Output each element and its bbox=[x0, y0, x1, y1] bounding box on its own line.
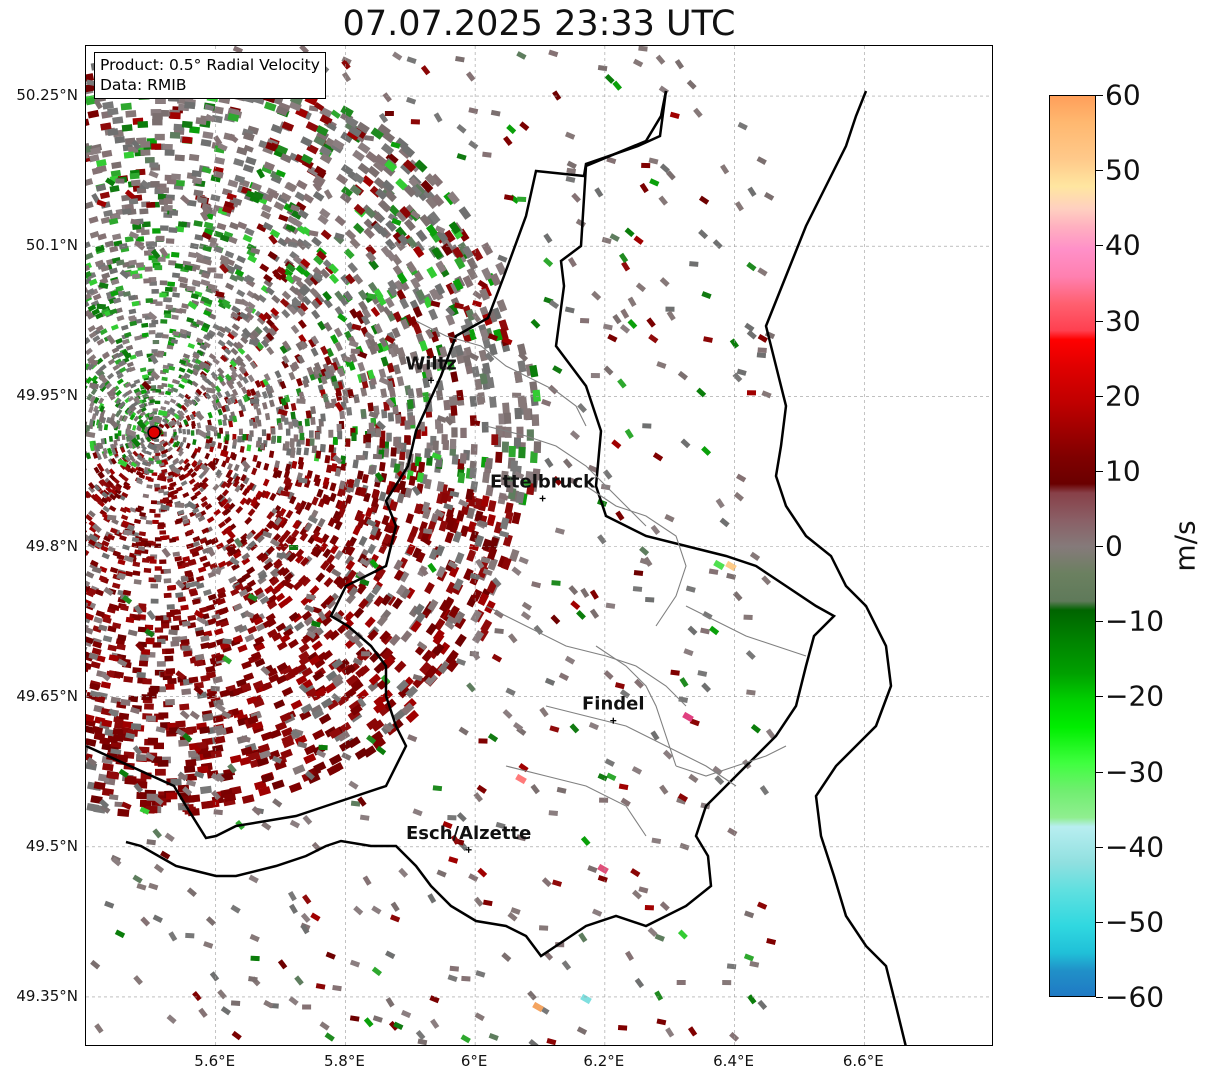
lat-tick-label: 49.65°N bbox=[16, 686, 78, 705]
product-label: Product: 0.5° Radial Velocity bbox=[100, 56, 320, 74]
colorbar-tick-label: 20 bbox=[1105, 379, 1141, 413]
colorbar-tick-label: 50 bbox=[1105, 153, 1141, 187]
colorbar-tick-label: −50 bbox=[1105, 905, 1165, 939]
city-label: Wiltz bbox=[405, 353, 456, 374]
colorbar-tick bbox=[1096, 696, 1103, 698]
colorbar-tick-label: 60 bbox=[1105, 78, 1141, 112]
radar-map[interactable]: Wiltz Ettelbruck Findel Esch/Alzette bbox=[85, 45, 993, 1046]
city-esch-alzette: Esch/Alzette bbox=[406, 823, 531, 853]
colorbar-tick bbox=[1096, 771, 1103, 773]
colorbar-tick bbox=[1096, 95, 1103, 96]
city-label: Esch/Alzette bbox=[406, 823, 531, 844]
lat-tick-label: 50.25°N bbox=[16, 86, 78, 105]
lon-tick-label: 5.8°E bbox=[324, 1052, 365, 1070]
lon-tick-label: 6.6°E bbox=[842, 1052, 884, 1070]
colorbar-tick bbox=[1096, 470, 1103, 472]
colorbar-tick bbox=[1096, 245, 1103, 247]
colorbar-tick-label: −30 bbox=[1105, 755, 1165, 788]
colorbar-tick-label: 0 bbox=[1105, 529, 1123, 563]
city-label: Findel bbox=[582, 694, 645, 715]
lon-tick-label: 6°E bbox=[460, 1052, 488, 1070]
lat-tick-label: 49.8°N bbox=[25, 536, 78, 555]
colorbar-tick-label: 10 bbox=[1105, 454, 1141, 488]
lon-tick-label: 6.2°E bbox=[583, 1052, 625, 1070]
data-source-label: Data: RMIB bbox=[100, 76, 187, 94]
velocity-echoes bbox=[86, 46, 777, 1045]
lon-tick-label: 6.4°E bbox=[713, 1052, 754, 1070]
lon-tick-label: 5.6°E bbox=[194, 1052, 236, 1070]
graticule bbox=[86, 46, 992, 1045]
city-label: Ettelbruck bbox=[490, 471, 596, 492]
colorbar bbox=[1049, 95, 1096, 997]
colorbar-tick-label: −40 bbox=[1105, 830, 1165, 864]
colorbar-tick bbox=[1096, 997, 1103, 998]
colorbar-tick-label: 40 bbox=[1105, 228, 1141, 262]
map-title: 07.07.2025 23:33 UTC bbox=[342, 4, 736, 44]
lat-tick-label: 49.5°N bbox=[25, 836, 78, 855]
colorbar-tick bbox=[1096, 320, 1103, 322]
colorbar-tick bbox=[1096, 846, 1103, 848]
radar-site-marker bbox=[147, 425, 161, 440]
city-ettelbruck: Ettelbruck bbox=[490, 471, 596, 502]
city-wiltz: Wiltz bbox=[405, 353, 457, 384]
colorbar-tick bbox=[1096, 546, 1103, 547]
colorbar-tick-label: −60 bbox=[1105, 980, 1165, 1014]
colorbar-tick-label: −10 bbox=[1105, 604, 1165, 638]
colorbar-unit: m/s bbox=[1168, 520, 1202, 572]
map-canvas: Wiltz Ettelbruck Findel Esch/Alzette bbox=[86, 46, 992, 1045]
colorbar-tick-label: 30 bbox=[1105, 304, 1141, 337]
colorbar-tick-label: −20 bbox=[1105, 679, 1165, 713]
lat-tick-label: 50.1°N bbox=[25, 236, 78, 255]
city-markers: Wiltz Ettelbruck Findel Esch/Alzette bbox=[405, 353, 645, 853]
info-box: Product: 0.5° Radial Velocity Data: RMIB bbox=[94, 52, 326, 99]
borders bbox=[86, 90, 907, 1045]
city-findel: Findel bbox=[582, 694, 645, 724]
lat-tick-label: 49.35°N bbox=[16, 986, 78, 1005]
colorbar-tick bbox=[1096, 395, 1103, 397]
lat-tick-label: 49.95°N bbox=[16, 386, 78, 405]
colorbar-tick bbox=[1096, 621, 1103, 623]
colorbar-tick bbox=[1096, 170, 1103, 172]
colorbar-tick bbox=[1096, 921, 1103, 923]
